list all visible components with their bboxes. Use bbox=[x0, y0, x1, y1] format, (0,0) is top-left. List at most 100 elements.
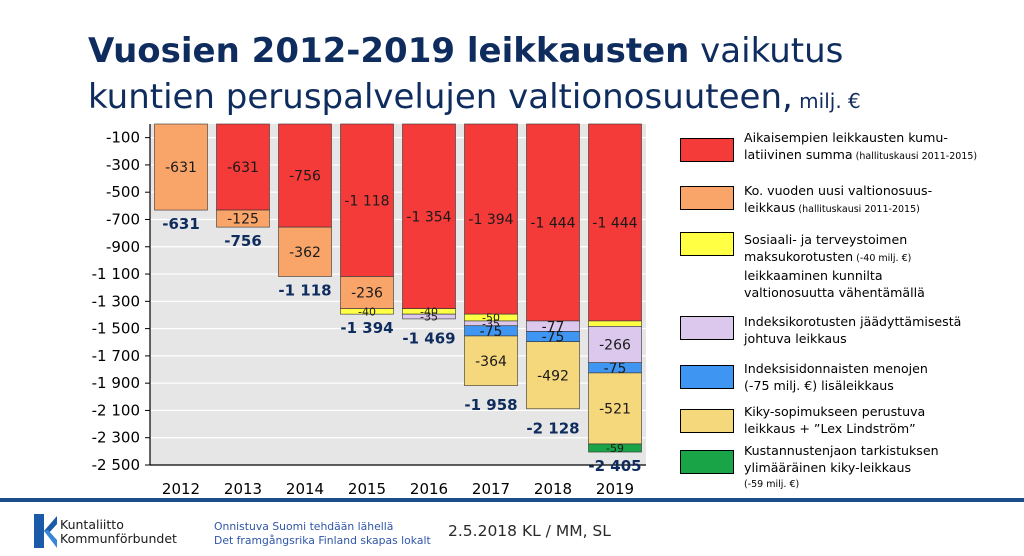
title-rest: vaikutus bbox=[689, 31, 844, 71]
legend-swatch-fees bbox=[680, 232, 734, 256]
bar-segment bbox=[464, 335, 518, 386]
x-tick-label: 2019 bbox=[596, 480, 634, 498]
bar-segment bbox=[588, 443, 642, 453]
segment-label: -236 bbox=[351, 286, 383, 302]
segment-label: -1 118 bbox=[344, 193, 389, 209]
segment-label: -631 bbox=[227, 160, 259, 176]
slogan: Onnistuva Suomi tehdään lähellä Det fram… bbox=[214, 520, 431, 548]
legend-swatch-kiky bbox=[680, 409, 734, 433]
legend-line: Indeksikorotusten jäädyttämisestä bbox=[744, 314, 962, 329]
legend-note: (hallituskausi 2011-2015) bbox=[852, 151, 978, 162]
total-label: -1 394 bbox=[340, 319, 393, 337]
bar-segment bbox=[216, 123, 270, 211]
bar-segment bbox=[588, 372, 642, 445]
legend-text-kiky: Kiky-sopimukseen perustuva leikkaus + ”L… bbox=[744, 403, 1014, 437]
footer-date: 2.5.2018 KL / MM, SL bbox=[448, 522, 611, 540]
y-tick-label: -300 bbox=[106, 156, 140, 174]
bar-segment bbox=[526, 341, 580, 410]
bar-segment bbox=[278, 123, 332, 228]
x-tick-label: 2015 bbox=[348, 480, 386, 498]
bar-segment bbox=[588, 326, 642, 364]
segment-label: -631 bbox=[165, 160, 197, 176]
slide-title: Vuosien 2012-2019 leikkausten vaikutus k… bbox=[88, 28, 1008, 124]
total-label: -1 469 bbox=[402, 329, 455, 347]
legend-line: leikkaaminen kunnilta bbox=[744, 268, 883, 283]
y-tick-label: -1 100 bbox=[92, 265, 140, 283]
title-line2: kuntien peruspalvelujen valtionosuuteen, bbox=[88, 77, 793, 117]
bar-segment bbox=[526, 123, 580, 322]
bar-segment bbox=[154, 123, 208, 211]
segment-label: -492 bbox=[537, 368, 569, 384]
total-label: -2 128 bbox=[526, 419, 579, 437]
y-tick-label: -2 300 bbox=[92, 429, 140, 447]
slogan-sv: Det framgångsrika Finland skapas lokalt bbox=[214, 534, 431, 547]
segment-label: -1 444 bbox=[530, 216, 575, 232]
bar-segment bbox=[588, 123, 642, 322]
total-label: -1 118 bbox=[278, 281, 331, 299]
legend-note: (-59 milj. €) bbox=[744, 479, 800, 490]
legend-line: Aikaisempien leikkausten kumu- bbox=[744, 130, 948, 145]
segment-label: -521 bbox=[599, 402, 631, 418]
legend-line: ylimääräinen kiky-leikkaus bbox=[744, 460, 912, 475]
total-label: -1 958 bbox=[464, 396, 517, 414]
title-unit: milj. € bbox=[792, 89, 861, 113]
segment-label: -266 bbox=[599, 338, 631, 354]
legend-swatch-index-extra bbox=[680, 365, 734, 389]
segment-label: -40 bbox=[358, 305, 376, 318]
segment-label: -1 394 bbox=[468, 212, 513, 228]
logo-line2: Kommunförbundet bbox=[60, 531, 177, 546]
legend-line: valtionosuutta vähentämällä bbox=[744, 285, 925, 300]
title-bold: Vuosien 2012-2019 leikkausten bbox=[88, 31, 690, 71]
bar-segment bbox=[402, 313, 456, 320]
segment-label: -59 bbox=[606, 442, 624, 455]
y-tick-label: -1 900 bbox=[92, 374, 140, 392]
legend-swatch-extra-kiky bbox=[680, 450, 734, 474]
y-tick-label: -500 bbox=[106, 183, 140, 201]
kuntaliitto-logo-icon bbox=[34, 514, 57, 548]
bar-segment bbox=[278, 226, 332, 277]
footer-divider bbox=[0, 498, 1024, 502]
legend-swatch-cumulative bbox=[680, 138, 734, 162]
y-tick-label: -2 500 bbox=[92, 456, 140, 474]
x-tick-label: 2014 bbox=[286, 480, 324, 498]
legend-note: (-40 milj. €) bbox=[853, 253, 912, 264]
y-tick-label: -100 bbox=[106, 129, 140, 147]
y-tick-label: -700 bbox=[106, 210, 140, 228]
segment-label: -35 bbox=[420, 310, 438, 323]
bar-segment bbox=[340, 276, 394, 309]
total-label: -756 bbox=[224, 232, 262, 250]
x-tick-label: 2012 bbox=[162, 480, 200, 498]
total-label: -631 bbox=[162, 215, 200, 233]
legend-line: (-75 milj. €) lisäleikkaus bbox=[744, 378, 894, 393]
y-tick-label: -1 500 bbox=[92, 320, 140, 338]
segment-label: -125 bbox=[227, 212, 259, 228]
legend-text-fees: Sosiaali- ja terveystoimen maksukorotust… bbox=[744, 231, 1014, 301]
x-tick-label: 2018 bbox=[534, 480, 572, 498]
y-tick-label: -1 300 bbox=[92, 292, 140, 310]
y-tick-label: -900 bbox=[106, 238, 140, 256]
legend-line: latiivinen summa bbox=[744, 147, 853, 162]
legend-swatch-index-freeze bbox=[680, 316, 734, 340]
legend-line: Kustannustenjaon tarkistuksen bbox=[744, 443, 939, 458]
x-tick-label: 2013 bbox=[224, 480, 262, 498]
legend-note: (hallituskausi 2011-2015) bbox=[795, 204, 920, 215]
legend-line: Kiky-sopimukseen perustuva bbox=[744, 404, 926, 419]
bar-segment bbox=[464, 123, 518, 315]
x-tick-label: 2016 bbox=[410, 480, 448, 498]
legend-text-extra-kiky: Kustannustenjaon tarkistuksen ylimääräin… bbox=[744, 442, 1014, 493]
segment-label: -364 bbox=[475, 354, 507, 370]
logo-text: Kuntaliitto Kommunförbundet bbox=[60, 518, 177, 546]
segment-label: -1 354 bbox=[406, 209, 451, 225]
legend-line: Sosiaali- ja terveystoimen bbox=[744, 232, 908, 247]
bar-segment bbox=[340, 123, 394, 277]
legend-line: Indeksisidonnaisten menojen bbox=[744, 361, 928, 376]
legend-line: johtuva leikkaus bbox=[744, 331, 847, 346]
bar-segment bbox=[340, 308, 394, 315]
total-label: -2 405 bbox=[588, 457, 641, 475]
segment-label: -1 444 bbox=[592, 216, 637, 232]
legend-text-new-cut: Ko. vuoden uusi valtionosuus- leikkaus (… bbox=[744, 182, 1014, 218]
bar-segment bbox=[216, 209, 270, 228]
y-tick-label: -1 700 bbox=[92, 347, 140, 365]
legend-line: maksukorotusten bbox=[744, 249, 854, 264]
legend-line: Ko. vuoden uusi valtionosuus- bbox=[744, 183, 933, 198]
